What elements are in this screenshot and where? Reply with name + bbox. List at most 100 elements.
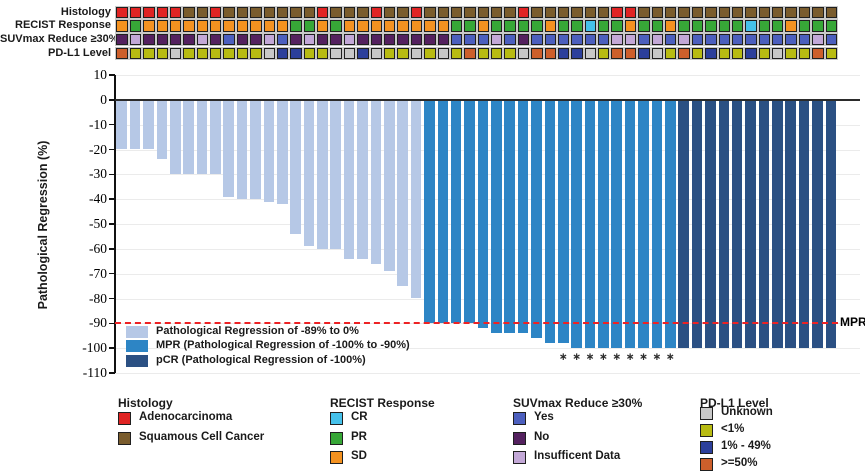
track-cell-PR <box>597 19 611 33</box>
track-cell-unknown <box>436 46 450 61</box>
track-cell-squam <box>289 5 303 19</box>
track-cell-squam <box>356 5 370 19</box>
track-cell-squam <box>275 5 290 19</box>
track-cell-lt1 <box>690 46 705 61</box>
track-cell-lt1 <box>382 46 397 61</box>
track-cell-SD <box>356 19 370 33</box>
bar-mpr <box>544 99 556 344</box>
track-cell-squam <box>677 5 691 19</box>
track-cell-unknown <box>409 46 424 61</box>
bar-mpr <box>517 99 529 334</box>
track-cell-yes <box>784 33 798 47</box>
y-tick <box>109 148 115 151</box>
y-tick-label: -90 <box>89 315 107 331</box>
track-cell-lt1 <box>757 46 772 61</box>
bar-pcr <box>772 99 783 349</box>
track-cell-squam <box>824 5 838 19</box>
track-cell-squam <box>543 5 557 19</box>
track-cell-unknown <box>329 46 343 61</box>
track-cell-PR <box>128 19 143 33</box>
inner-legend-label: Pathological Regression of -89% to 0% <box>156 325 359 337</box>
track-cell-SD <box>623 19 638 33</box>
legend-group-title: Histology <box>118 396 173 410</box>
bar-pcr <box>745 99 756 349</box>
legend-swatch-no <box>513 431 526 445</box>
track-cell-squam <box>583 5 598 19</box>
bar-mpr <box>504 99 515 334</box>
track-cell-PR <box>503 19 517 33</box>
track-cell-ins <box>262 33 277 47</box>
track-cell-yes <box>543 33 557 47</box>
track-cell-yes <box>704 33 718 47</box>
track-cell-squam <box>704 5 718 19</box>
track-cell-lt1 <box>423 46 437 61</box>
bar-mpr <box>450 99 462 324</box>
track-cell-no <box>209 33 223 47</box>
track-cell-b1to49 <box>356 46 370 61</box>
track-cell-PR <box>770 19 785 33</box>
legend-swatch-yes <box>513 412 526 425</box>
track-cell-yes <box>449 33 464 47</box>
track-cell-no <box>396 33 410 47</box>
track-cell-squam <box>382 5 397 19</box>
track-cell-adeno <box>516 5 531 19</box>
track-cell-yes <box>730 33 745 47</box>
track-cell-SD <box>342 19 357 33</box>
bar-standard <box>143 99 154 150</box>
track-cell-lt1 <box>222 46 236 61</box>
bar-standard <box>384 99 395 272</box>
bar-standard <box>236 99 248 200</box>
track-cell-squam <box>770 5 785 19</box>
track-cell-PR <box>797 19 812 33</box>
track-cell-no <box>168 33 183 47</box>
track-cell-adeno <box>168 5 183 19</box>
legend-swatch-unknown <box>700 407 713 420</box>
legend-item-label: Insufficent Data <box>534 450 621 462</box>
asterisk-marker: ∗ <box>558 351 568 364</box>
track-cell-squam <box>811 5 825 19</box>
y-tick-label: -80 <box>89 290 107 306</box>
legend-item-label: 1% - 49% <box>721 440 771 452</box>
track-cell-lt1 <box>824 46 838 61</box>
track-cell-no <box>329 33 343 47</box>
asterisk-marker: ∗ <box>612 351 622 364</box>
track-cell-yes <box>824 33 838 47</box>
track-cell-SD <box>423 19 437 33</box>
track-cell-PR <box>717 19 731 33</box>
track-cell-unknown <box>168 46 183 61</box>
bar-standard <box>196 99 208 175</box>
track-cell-no <box>356 33 370 47</box>
track-cell-ge50 <box>115 46 129 61</box>
track-cell-b1to49 <box>556 46 571 61</box>
track-cell-SD <box>663 19 678 33</box>
track-cell-SD <box>222 19 236 33</box>
bar-pcr <box>758 99 770 349</box>
bar-mpr <box>624 99 636 349</box>
legend-item-label: Unknown <box>721 406 773 418</box>
track-cell-PR <box>570 19 584 33</box>
track-cell-ge50 <box>530 46 544 61</box>
y-tick <box>109 347 115 349</box>
track-cell-unknown <box>262 46 277 61</box>
track-cell-yes <box>222 33 236 47</box>
y-tick <box>109 297 115 300</box>
track-cell-ins <box>128 33 143 47</box>
track-cell-PR <box>489 19 504 33</box>
track-cell-no <box>249 33 263 47</box>
track-cell-lt1 <box>302 46 317 61</box>
track-cell-squam <box>262 5 277 19</box>
asterisk-marker: ∗ <box>639 351 648 364</box>
legend-swatch-CR <box>330 412 343 425</box>
track-cell-SD <box>316 19 330 33</box>
track-cell-ge50 <box>677 46 691 61</box>
track-cell-b1to49 <box>744 46 758 61</box>
track-cell-SD <box>142 19 156 33</box>
bar-mpr <box>598 99 609 349</box>
legend-item-label: <1% <box>721 423 745 435</box>
track-cell-b1to49 <box>570 46 584 61</box>
track-cell-adeno <box>316 5 330 19</box>
y-tick-label: -10 <box>89 116 107 132</box>
legend-group-title: PD-L1 Level <box>700 396 769 410</box>
y-tick-label: -20 <box>89 141 107 157</box>
bar-standard <box>169 99 181 175</box>
